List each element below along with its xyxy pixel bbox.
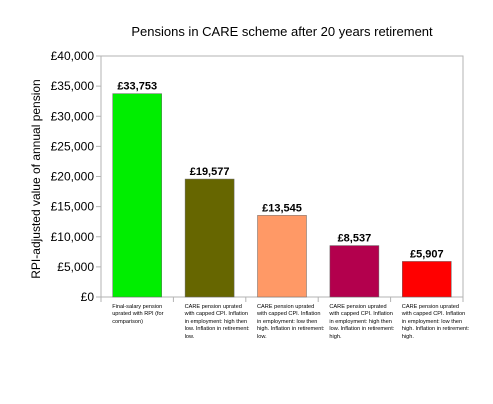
y-tick-label: £15,000 (51, 200, 95, 214)
bar-5 (402, 261, 452, 298)
bar-4 (329, 245, 380, 298)
y-tick-label: £30,000 (51, 109, 95, 123)
y-tick-label: £40,000 (51, 49, 95, 63)
y-tick-label: £35,000 (51, 79, 95, 93)
y-tick-label: £10,000 (51, 230, 95, 244)
bar-1 (112, 93, 162, 298)
bar-2 (184, 178, 235, 298)
y-tick-label: £0 (81, 290, 95, 304)
data-label-1: £33,753 (117, 81, 157, 93)
chart-title: Pensions in CARE scheme after 20 years r… (131, 24, 433, 39)
category-label-1: Final-salary pension uprated with RPI (f… (112, 304, 164, 325)
y-tick-label: £25,000 (51, 139, 95, 153)
data-label-2: £19,577 (190, 166, 230, 178)
data-label-4: £8,537 (338, 233, 372, 245)
y-tick-label: £20,000 (51, 170, 95, 184)
data-labels: £33,753 £19,577 £13,545 £8,537 £5,907 (117, 81, 443, 261)
bars (112, 93, 452, 298)
category-label-2: CARE pension uprated with capped CPI. In… (184, 304, 250, 340)
y-axis-ticks: £0 £5,000 £10,000 £15,000 £20,000 £25,000 £30,… (51, 49, 464, 304)
bar-3 (257, 215, 307, 298)
category-label-3: CARE pension uprated with capped CPI. In… (257, 304, 325, 340)
data-label-3: £13,545 (262, 202, 302, 214)
category-label-5: CARE pension uprated with capped CPI. In… (401, 304, 470, 340)
data-label-5: £5,907 (410, 248, 444, 260)
y-axis-label: RPI-adjusted value of annual pension (29, 79, 43, 278)
category-label-4: CARE pension uprated with capped CPI. In… (329, 304, 395, 340)
y-tick-label: £5,000 (57, 260, 94, 274)
